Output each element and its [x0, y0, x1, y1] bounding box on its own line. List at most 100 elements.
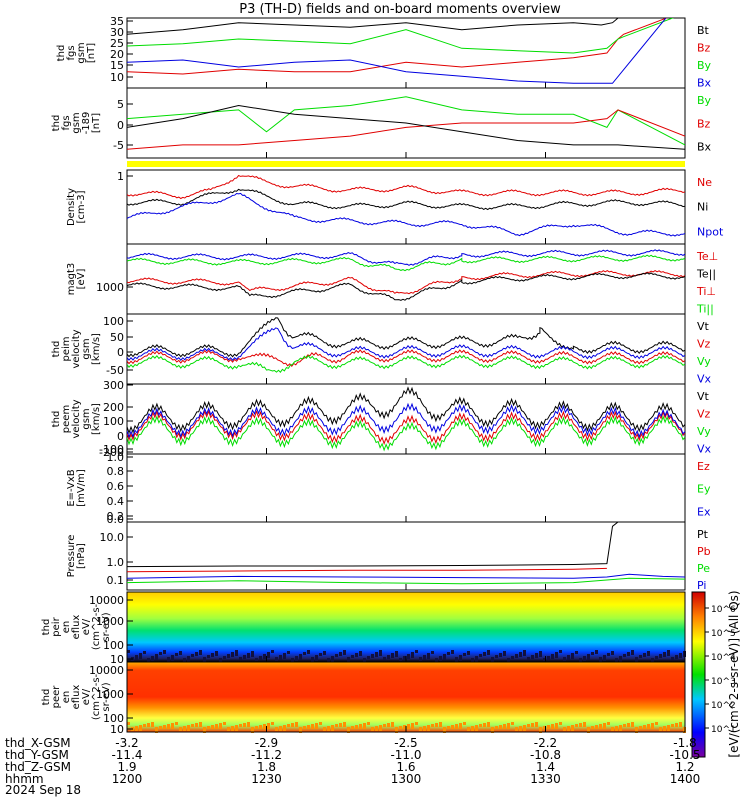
y-axis-label: sr-eV)	[101, 682, 112, 711]
spectrogram-pixel	[203, 727, 206, 733]
legend-Pb: Pb	[697, 545, 711, 558]
spectrogram-pixel	[659, 727, 662, 731]
series-group-4	[127, 317, 685, 373]
spectrogram-pixel	[315, 655, 318, 661]
spectrogram-pixel	[215, 724, 218, 729]
spectrogram-pixel	[643, 653, 646, 657]
spectrogram-pixel	[159, 726, 162, 729]
spectrogram-pixel	[151, 722, 154, 727]
spectrogram-pixel	[495, 655, 498, 658]
spectrogram-pixel	[155, 654, 158, 660]
y-axis-label: thd	[41, 689, 52, 706]
spectrogram-pixel	[403, 725, 406, 729]
spectrogram-pixel	[375, 652, 378, 657]
spectrogram-pixel	[147, 658, 150, 662]
y-axis-label: thd	[56, 45, 67, 62]
spectrogram-pixel	[303, 652, 306, 655]
spectrogram-pixel	[615, 658, 618, 663]
spectrogram-pixel	[507, 658, 510, 664]
footer-value: 1.4	[536, 760, 555, 774]
spectrogram-pixel	[255, 726, 258, 729]
spectrogram-pixel	[227, 727, 230, 731]
y-tick-label: 0	[117, 119, 124, 132]
spectrogram-pixel	[479, 654, 482, 657]
spectrogram-pixel	[351, 726, 354, 729]
series-By	[127, 96, 685, 146]
y-axis-label: fgs	[66, 45, 77, 60]
spectrogram-pixel	[671, 724, 674, 727]
panel-3: 1000 magt3 [eV] Te⊥ Te|| Ti⊥ Ti||	[66, 243, 718, 316]
spectrogram-pixel	[387, 723, 390, 727]
spectrogram-pixel	[631, 722, 634, 727]
spectrogram-pixel	[503, 724, 506, 729]
spectrogram-pixel	[623, 724, 626, 727]
legend-Ex: Ex	[697, 505, 711, 518]
y-axis-label: peer	[51, 685, 62, 709]
spectrogram-pixel	[655, 722, 658, 725]
spectrogram-pixel	[383, 724, 386, 727]
spectrogram-pixel	[471, 658, 474, 663]
spectrogram-pixel	[459, 723, 462, 729]
spectrogram-pixel	[619, 656, 622, 662]
spectrogram-pixel	[191, 654, 194, 657]
spectrogram-pixel	[259, 656, 262, 660]
footer-value: -3.2	[115, 736, 138, 750]
spectrogram-pixel	[475, 725, 478, 731]
footer-date: 2024 Sep 18	[5, 783, 81, 797]
spectrogram-pixel	[467, 727, 470, 731]
spectrogram-pixel	[231, 726, 234, 731]
series-By	[127, 18, 675, 54]
colorbar-tick-label: 10^1	[711, 725, 736, 735]
spectrogram-pixel	[135, 726, 138, 731]
spectrogram-pixel	[539, 727, 542, 733]
series-Pt	[127, 522, 619, 568]
spectrogram-pixel	[235, 650, 238, 656]
spectrogram-pixel	[579, 723, 582, 727]
series-Ne	[127, 174, 685, 200]
spectrogram-pixel	[575, 724, 578, 727]
spectrogram-pixel	[467, 651, 470, 655]
spectrogram-pixel	[187, 725, 190, 731]
series-group-3	[127, 249, 685, 301]
legend-Ti⊥: Ti⊥	[696, 285, 716, 298]
spectrogram-pixel	[159, 652, 162, 655]
spectrogram-pixel	[127, 650, 130, 653]
spectrogram-pixel	[319, 653, 322, 656]
footer-value: 1.8	[257, 760, 276, 774]
y-tick-label: 0	[117, 346, 124, 359]
legend-Ni: Ni	[697, 201, 708, 214]
legend-Vy: Vy	[697, 425, 711, 438]
spectrogram-noise	[127, 722, 686, 733]
spectrogram-pixel	[451, 650, 454, 654]
y-axis-label: eflux	[71, 615, 82, 640]
panel-4: 100 50 0 -50 thd peim velocity gsm [km/s] Vt Vz Vy V…	[51, 313, 712, 386]
spectrogram-pixel	[507, 723, 510, 729]
spectrogram-pixel	[351, 655, 354, 658]
spectrogram-pixel	[619, 725, 622, 731]
spectrogram-pixel	[603, 723, 606, 729]
spectrogram-pixel	[259, 725, 262, 729]
spectrogram-pixel	[339, 723, 342, 727]
spectrogram-pixel	[383, 657, 386, 660]
y-axis-label: eflux	[71, 685, 82, 710]
spectrogram-pixel	[555, 723, 558, 729]
panel-frame	[126, 243, 686, 315]
y-tick-label: 10	[110, 723, 124, 736]
y-tick-label: 0.1	[107, 574, 125, 587]
spectrogram-pixel	[283, 653, 286, 659]
spectrogram-pixel	[559, 722, 562, 725]
spectrogram-pixel	[535, 722, 538, 727]
spectrogram-pixel	[283, 725, 286, 731]
spectrogram-pixel	[395, 651, 398, 657]
series-Vx	[127, 402, 685, 439]
spectrogram-pixel	[191, 724, 194, 727]
spectrogram-pixel	[483, 652, 486, 656]
colorbar-tick-label: 10^5	[711, 629, 736, 639]
spectrogram-pixel	[287, 651, 290, 654]
spectrogram-pixel	[503, 651, 506, 656]
